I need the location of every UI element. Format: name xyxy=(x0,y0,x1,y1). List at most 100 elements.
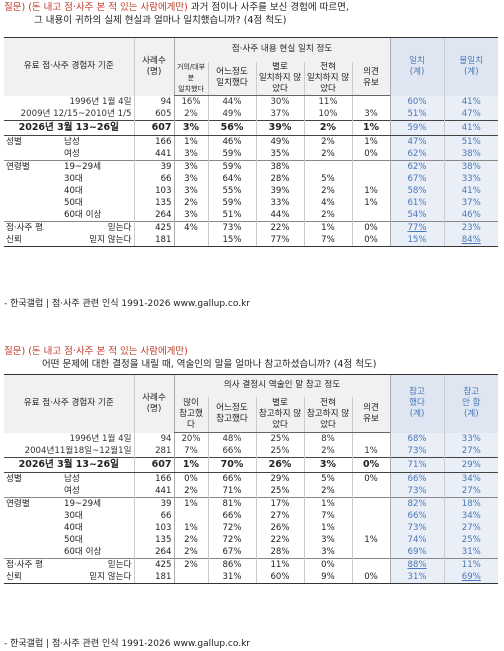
sample-size: 425 xyxy=(133,558,174,571)
row-category: 연령별 xyxy=(4,160,44,173)
row-category xyxy=(4,197,44,209)
value-col-3: 17% xyxy=(255,497,304,510)
agg-col-1: 47% xyxy=(389,135,445,148)
agg-col-1: 51% xyxy=(389,108,445,121)
agg-col-2: 34% xyxy=(443,472,499,485)
row-category: 성별 xyxy=(6,137,22,147)
row-label: 2009년 12/15~2010년 1/5 xyxy=(20,109,132,119)
row-category xyxy=(4,485,44,498)
agg-col-1: 59% xyxy=(389,120,445,136)
value-col-1: 1% xyxy=(173,457,208,473)
sample-size: 103 xyxy=(133,185,174,197)
agg-col-1: 69% xyxy=(389,546,445,559)
agg-col-2: 46% xyxy=(443,209,499,222)
value-col-2: 49% xyxy=(207,108,256,121)
sample-size: 425 xyxy=(133,221,174,234)
value-col-5: 1% xyxy=(351,135,391,148)
value-col-2: 51% xyxy=(207,209,256,222)
value-col-3: 25% xyxy=(255,445,304,458)
value-col-3: 29% xyxy=(255,472,304,485)
value-col-3: 60% xyxy=(255,571,304,584)
row-category xyxy=(4,546,44,559)
agg-col-1: 58% xyxy=(389,185,445,197)
agg-col-2: 33% xyxy=(443,432,499,445)
row-category: 성별 xyxy=(6,474,22,484)
row-label: 60대 이상 xyxy=(64,210,102,220)
row-label: 믿는다 xyxy=(44,558,134,571)
value-col-5 xyxy=(351,209,391,222)
table-row: 1996년 1월 4일 94 16% 44% 30% 11% 60% 41% xyxy=(4,95,499,108)
source-note-1: - 한국갤럽 | 점·사주 관련 인식 1991-2026 www.gallup… xyxy=(4,299,250,309)
value-col-4: 2% xyxy=(303,135,352,148)
table-row: 신뢰 믿지 않는다 181 15% 77% 7% 0% 15% 84% xyxy=(4,234,499,247)
value-col-2: 66% xyxy=(207,472,256,485)
value-col-4: 8% xyxy=(303,432,352,445)
agg-col-2: 27% xyxy=(443,522,499,534)
value-col-2: 66% xyxy=(207,445,256,458)
value-col-2: 64% xyxy=(207,173,256,185)
sample-size: 281 xyxy=(133,445,174,458)
agg-col-1: 66% xyxy=(389,510,445,522)
value-col-1: 16% xyxy=(173,95,208,108)
agg-col-2: 27% xyxy=(443,485,499,498)
agg-col-1: 60% xyxy=(389,95,445,108)
value-col-4: 1% xyxy=(303,221,352,234)
agg-col-2: 18% xyxy=(443,497,499,510)
question-text: 과거 점이나 사주를 보신 경험에 따르면, xyxy=(187,2,349,13)
table-row: 연령별 19~29세 39 1% 81% 17% 1% 82% 18% xyxy=(4,497,499,510)
value-col-1: 2% xyxy=(173,558,208,571)
sample-size: 166 xyxy=(133,135,174,148)
header-sample-size: 사례수 (명) xyxy=(133,37,174,96)
value-col-2: 67% xyxy=(207,546,256,559)
row-label: 50대 xyxy=(64,198,83,208)
value-col-3: 11% xyxy=(255,558,304,571)
value-col-3: 44% xyxy=(255,209,304,222)
row-label: 50대 xyxy=(64,535,83,545)
sample-size: 39 xyxy=(133,497,174,510)
sample-size: 66 xyxy=(133,510,174,522)
sample-size: 103 xyxy=(133,522,174,534)
value-col-2: 55% xyxy=(207,185,256,197)
value-col-4: 7% xyxy=(303,234,352,247)
question-1: 질문) (돈 내고 점·사주 본 적 있는 사람에게만) 과거 점이나 사주를 … xyxy=(4,1,349,27)
value-col-1: 2% xyxy=(173,485,208,498)
row-label: 40대 xyxy=(64,186,83,196)
value-col-3: 25% xyxy=(255,485,304,498)
value-col-4: 7% xyxy=(303,510,352,522)
agg-col-1: 61% xyxy=(389,197,445,209)
sample-size: 135 xyxy=(133,534,174,546)
sample-size: 441 xyxy=(133,148,174,161)
row-label: 여성 xyxy=(64,486,80,496)
value-col-1: 0% xyxy=(173,472,208,485)
row-label: 30대 xyxy=(64,174,83,184)
value-col-2: 59% xyxy=(207,160,256,173)
row-category: 점·사주 평소 xyxy=(4,558,44,571)
table-row: 30대 66 66% 27% 7% 66% 34% xyxy=(4,510,499,522)
value-col-4: 10% xyxy=(303,108,352,121)
table-row: 1996년 1월 4일 94 20% 48% 25% 8% 68% 33% xyxy=(4,432,499,445)
value-col-2: 71% xyxy=(207,485,256,498)
agg-col-2: 84% xyxy=(443,234,499,247)
header-col-4: 전혀 참고하지 않았다 xyxy=(303,396,352,433)
value-col-1 xyxy=(173,234,208,247)
header-col-3: 별로 일치하지 않았다 xyxy=(255,61,304,96)
value-col-2: 56% xyxy=(207,120,256,136)
value-col-1: 3% xyxy=(173,120,208,136)
value-col-1: 3% xyxy=(173,160,208,173)
sample-size: 94 xyxy=(133,432,174,445)
value-col-1: 4% xyxy=(173,221,208,234)
agg-col-2: 47% xyxy=(443,108,499,121)
row-label: 남성 xyxy=(64,137,80,147)
value-col-1: 1% xyxy=(173,497,208,510)
agg-col-1: 68% xyxy=(389,432,445,445)
table-row: 성별 남성 166 0% 66% 29% 5% 0% 66% 34% xyxy=(4,472,499,485)
value-col-5 xyxy=(351,546,391,559)
row-label: 60대 이상 xyxy=(64,547,102,557)
value-col-4: 2% xyxy=(303,120,352,136)
agg-col-1: 62% xyxy=(389,160,445,173)
value-col-5 xyxy=(351,160,391,173)
table-row: 연령별 19~29세 39 3% 59% 38% 62% 38% xyxy=(4,160,499,173)
value-col-4 xyxy=(303,160,352,173)
agg-col-2: 25% xyxy=(443,534,499,546)
value-col-5 xyxy=(351,522,391,534)
